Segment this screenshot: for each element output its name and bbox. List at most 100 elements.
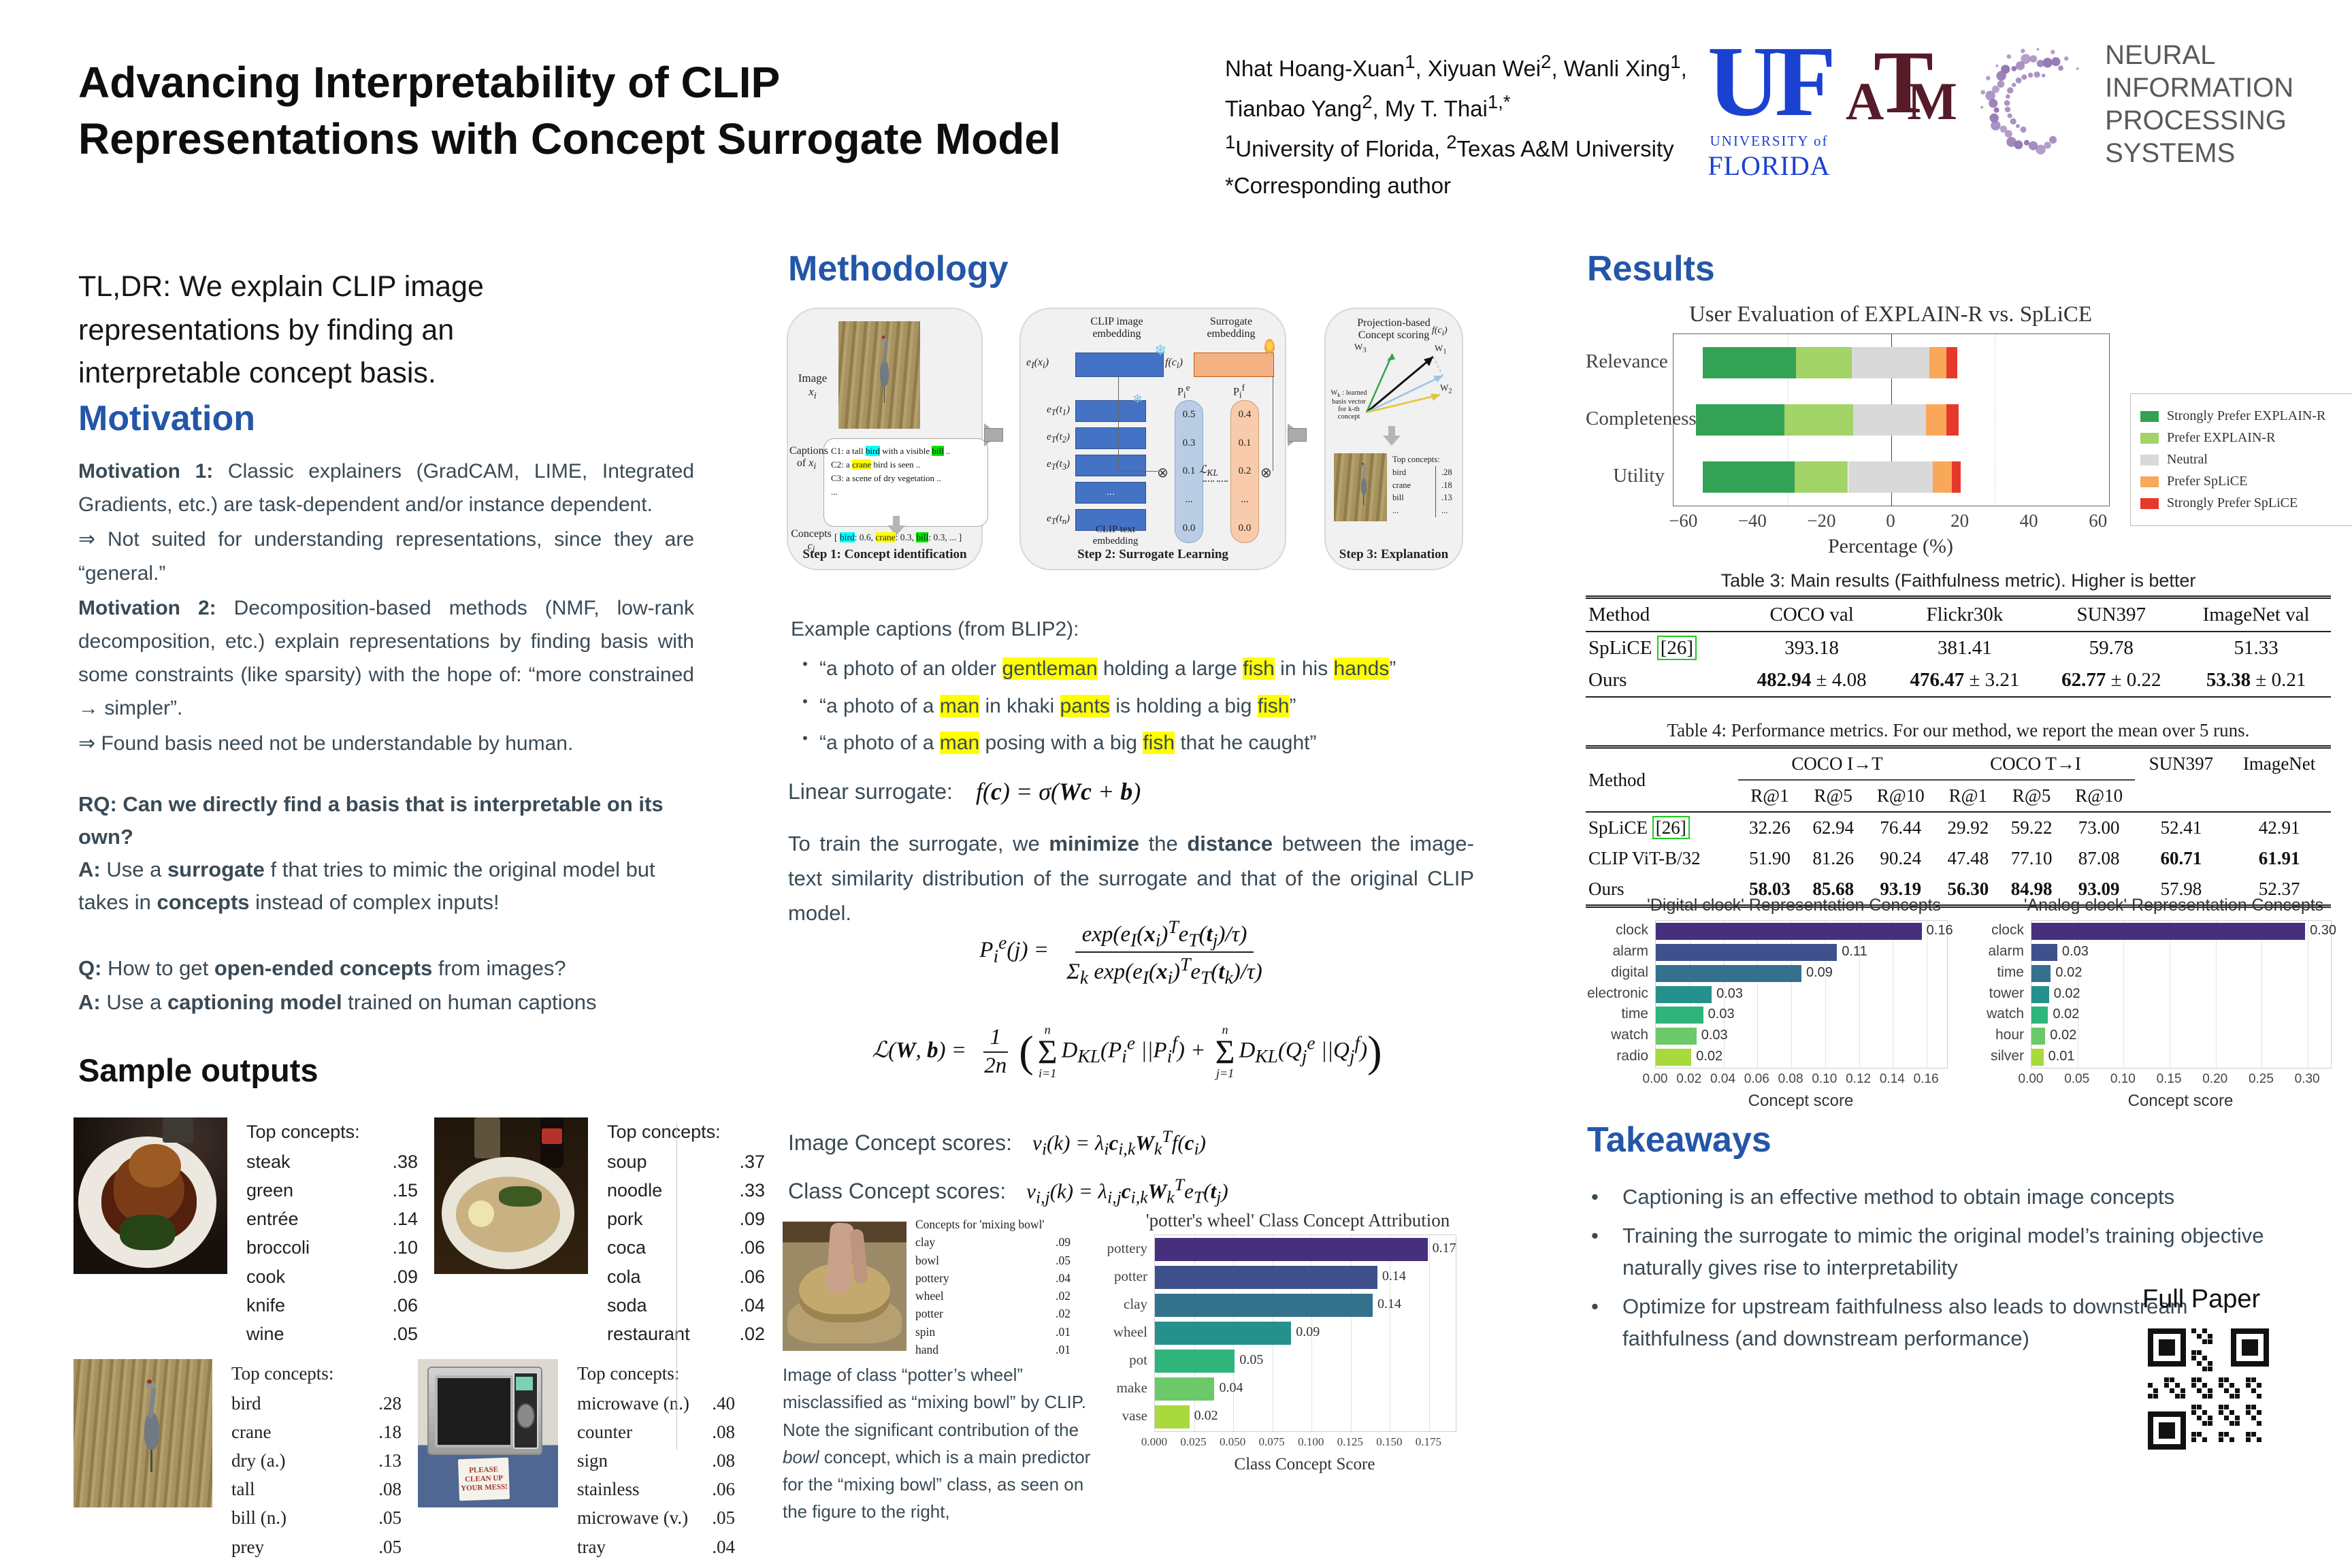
concept-label: hand [915, 1342, 939, 1356]
x-axis-label: Percentage (%) [1827, 535, 1954, 557]
concept-value: .14 [392, 1209, 418, 1230]
crane-head [881, 337, 887, 343]
x-axis-tick: 0.30 [2294, 1072, 2320, 1086]
bar-value-label: 0.02 [2055, 964, 2082, 980]
concept-value: .01 [1056, 1324, 1071, 1339]
concept-label: noodle [607, 1180, 663, 1201]
category-label: make [1116, 1379, 1147, 1396]
category-label: tower [1989, 985, 2024, 1001]
table-group-header-row: Method COCO I→T COCO T→I SUN397 ImageNet [1586, 747, 2331, 790]
table-3: Table 3: Main results (Faithfulness metr… [1586, 570, 2331, 698]
concept-row: clay .09 [915, 1233, 1071, 1251]
diagram-step1-panel: Image xi C1: a tall bird with a visible b… [787, 308, 988, 570]
x-axis-tick: 0.08 [1778, 1072, 1803, 1086]
legend-label: Prefer SpLiCE [2167, 474, 2248, 489]
arrow-step2-step3-icon [1288, 423, 1307, 446]
x-axis-tick: 0.00 [2018, 1072, 2044, 1086]
pe-value: 0.1 [1182, 466, 1196, 477]
bar [1155, 1405, 1190, 1428]
concept-label: prey [231, 1536, 264, 1557]
concept-value: .06 [739, 1266, 765, 1287]
pf-value: ... [1241, 494, 1249, 506]
concept-row: microwave (n.) .40 [577, 1389, 735, 1418]
pf-value: 0.0 [1238, 522, 1252, 534]
soup-glass2 [474, 1117, 501, 1158]
table-cell: 51.90 [1749, 848, 1791, 868]
concept-label: vegetation [231, 1561, 308, 1568]
table-4-grid: Method COCO I→T COCO T→I SUN397 ImageNet R@1 R… [1586, 745, 2331, 908]
concept-row: green .15 [246, 1176, 418, 1205]
concept-value: ... [1435, 504, 1459, 517]
caption-line: C1: a tall bird with a visible bill .. [831, 446, 951, 456]
sample-outputs-grid: Top concepts: steak .38 green .15 entrée .14 br… [74, 1117, 765, 1568]
category-label: electronic [1587, 985, 1648, 1001]
legend-label: Prefer EXPLAIN-R [2167, 430, 2276, 445]
diagram-step2-panel: CLIP image embedding Surrogate embedding e… [1019, 308, 1286, 570]
table-4: Table 4: Performance metrics. For our me… [1586, 720, 2331, 908]
category-label: digital [1611, 964, 1648, 980]
category-label: time [1621, 1005, 1648, 1022]
table-row: SpLiCE [26] 32.26 62.94 76.44 29.92 59.22 73.0… [1586, 812, 2331, 843]
bar-value-label: 0.03 [2061, 943, 2089, 959]
concept-row: cook .09 [246, 1262, 418, 1291]
table-subheader-row: R@1 R@5 R@10 R@1 R@5 R@10 [1586, 780, 2331, 812]
pe-value: 0.5 [1182, 409, 1196, 421]
concept-table-title: Top concepts: [246, 1122, 360, 1142]
table-cell: 76.44 [1880, 817, 1922, 838]
crane-crown [881, 336, 885, 340]
table-cell: 32.26 [1749, 817, 1791, 838]
takeaway-text: Training the surrogate to mimic the orig… [1622, 1224, 2264, 1280]
concept-row: wine .05 [246, 1320, 418, 1348]
bar-segment [1951, 461, 1961, 493]
down-arrow-icon [1383, 426, 1401, 446]
bar-value-label: 0.03 [1716, 985, 1744, 1001]
column-subheader: R@1 [1948, 785, 1988, 806]
explanation-crane-photo [1334, 453, 1387, 521]
concept-value: .02 [739, 1323, 765, 1344]
author-line-3: 1University of Florida, 2Texas A&M Unive… [1225, 131, 1674, 162]
concept-label: ... [1392, 506, 1399, 515]
concept-value: .10 [392, 1237, 418, 1258]
crane-head [1361, 463, 1365, 467]
crane-bird [1360, 478, 1367, 495]
category-label: Relevance [1586, 350, 1668, 372]
legend-item: Strongly Prefer EXPLAIN-R [2140, 408, 2348, 424]
pf-value: 0.1 [1238, 437, 1252, 448]
bullet-icon: • [802, 692, 808, 710]
concept-value: .05 [378, 1561, 402, 1568]
bullet-icon: • [802, 730, 808, 747]
concept-label: microwave (n.) [577, 1392, 689, 1414]
takeaway-text: Captioning is an effective method to obt… [1622, 1185, 2175, 1209]
concept-label: crane [1392, 480, 1411, 490]
table-cell: 62.94 [1812, 817, 1855, 838]
image-label: Image xi [798, 372, 828, 402]
caption-line: C3: a scene of dry vegetation .. [831, 473, 941, 484]
concept-value: .40 [712, 1392, 735, 1414]
takeaway-text: Optimize for upstream faithfulness also … [1622, 1294, 2188, 1351]
snowflake-icon: ❄ [1154, 342, 1167, 359]
motivation-paragraphs: Motivation 1: Classic explainers (GradCA… [78, 455, 694, 762]
w3-label: W3 [1354, 342, 1367, 355]
concept-label: broccoli [246, 1237, 310, 1258]
tamu-letter-a: A [1846, 71, 1884, 131]
x-axis-tick: 60 [2089, 510, 2108, 531]
category-label: clock [1991, 921, 2024, 938]
neurips-wordmark: NEURAL INFORMATION PROCESSING SYSTEMS [2105, 39, 2294, 168]
uf-florida: FLORIDA [1708, 150, 1831, 181]
text-embedding-box [1075, 455, 1146, 476]
crane-legs [1363, 494, 1365, 505]
concept-value: .38 [392, 1152, 418, 1173]
bar-segment [1929, 347, 1947, 378]
table-cell: 476.47 ± 3.21 [1910, 669, 2020, 691]
legend-swatch [2140, 410, 2159, 422]
bar-value-label: 0.17 [1432, 1241, 1456, 1256]
wk-note: Wk : learned basis vector for k-th conce… [1330, 389, 1367, 421]
w1-label: W1 [1435, 343, 1447, 356]
bar-value-label: 0.11 [1842, 943, 1867, 959]
concept-row: soup .37 [607, 1147, 765, 1176]
concept-row: potter .02 [915, 1305, 1071, 1322]
bar [2031, 1007, 2048, 1024]
table-cell: Ours [1588, 879, 1624, 899]
bar-value-label: 0.14 [1377, 1296, 1401, 1311]
pe-value: 0.0 [1182, 522, 1196, 534]
